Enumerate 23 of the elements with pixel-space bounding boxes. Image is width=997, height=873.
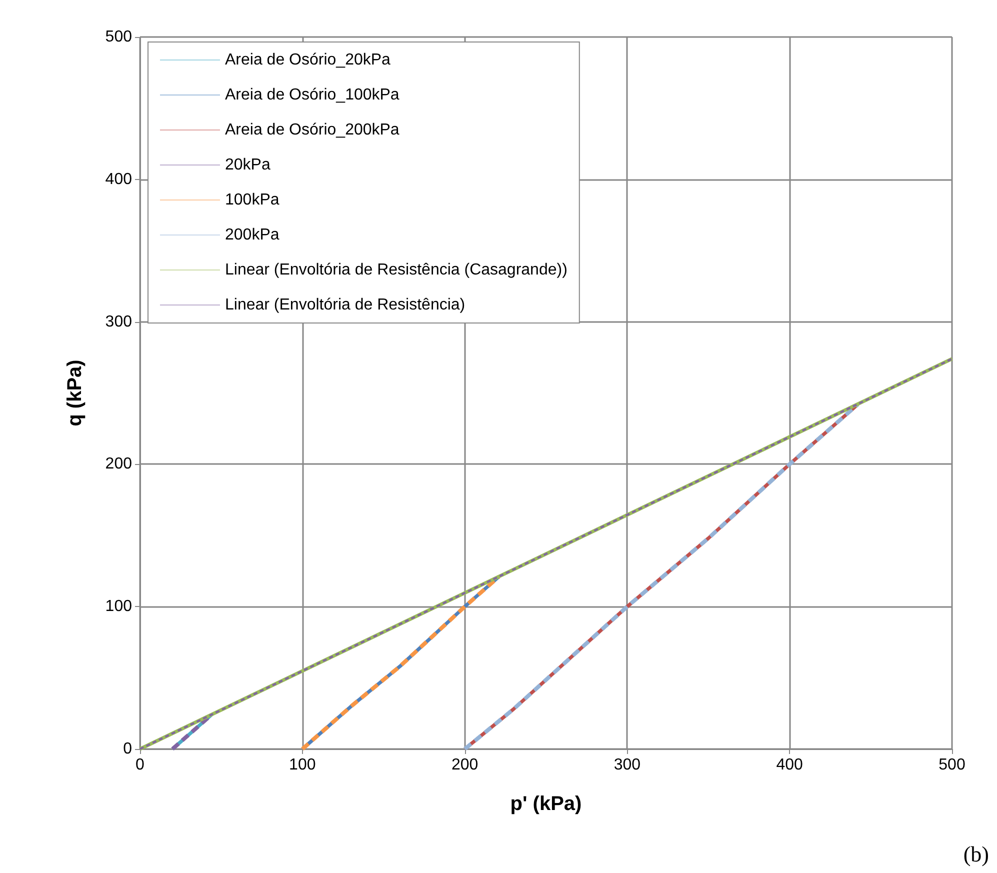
legend-label: 100kPa bbox=[225, 192, 280, 208]
legend-label: Areia de Osório_200kPa bbox=[225, 122, 400, 138]
x-tick-label: 0 bbox=[136, 756, 145, 774]
y-tick-label: 300 bbox=[105, 313, 132, 330]
legend-label: Linear (Envoltória de Resistência) bbox=[225, 296, 466, 314]
y-tick-label: 0 bbox=[123, 740, 132, 758]
y-axis-title: q (kPa) bbox=[64, 360, 86, 426]
x-tick-label: 300 bbox=[614, 756, 641, 774]
x-tick-label: 200 bbox=[451, 756, 478, 774]
legend-label: Areia de Osório_100kPa bbox=[225, 86, 400, 104]
y-tick-label: 400 bbox=[105, 170, 132, 188]
legend-label: Linear (Envoltória de Resistência (Casagrande)) bbox=[225, 262, 568, 278]
x-tick-label: 400 bbox=[776, 756, 804, 774]
legend-label: Areia de Osório_20kPa bbox=[225, 52, 391, 68]
x-tick-label: 500 bbox=[938, 756, 966, 774]
text: (b) bbox=[963, 842, 990, 866]
y-tick-label: 500 bbox=[105, 28, 132, 46]
legend-label: 200kPa bbox=[225, 226, 280, 244]
x-axis-title: p' (kPa) bbox=[510, 793, 582, 815]
y-tick-label: 200 bbox=[105, 456, 132, 473]
x-tick-label: 100 bbox=[289, 756, 316, 774]
legend-label: 20kPa bbox=[225, 156, 270, 174]
y-tick-label: 100 bbox=[105, 598, 132, 616]
